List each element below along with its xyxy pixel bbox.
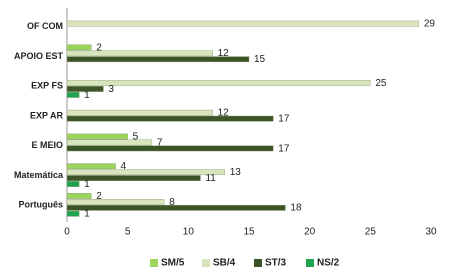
x-tick-label: 20 [304,227,316,238]
legend-swatch [150,259,158,267]
legend-label: NS/2 [317,258,340,269]
data-label: 17 [278,143,290,154]
bar [66,44,92,51]
legend-swatch [202,259,210,267]
data-label: 12 [218,108,230,119]
bar [66,175,201,181]
data-label: 5 [133,131,139,142]
bar [66,133,128,140]
data-label: 1 [84,179,90,190]
data-label: 4 [121,161,127,172]
bar [66,92,80,98]
bar [66,193,92,199]
legend-label: ST/3 [265,258,287,269]
y-tick-label: APOIO EST [14,51,64,61]
bar [66,115,274,122]
y-tick-label: E MEIO [31,140,63,150]
data-label: 29 [424,19,436,30]
legend-label: SB/4 [213,258,236,269]
data-label: 25 [375,78,387,89]
data-label: 17 [278,114,290,125]
x-tick-label: 15 [243,227,255,238]
x-tick-label: 5 [125,227,131,238]
x-tick-label: 25 [365,227,377,238]
bar [66,139,153,146]
bar [66,109,213,116]
bar [66,80,371,86]
bar [66,20,420,27]
bar [66,145,274,152]
bar [66,86,104,92]
data-label: 1 [84,90,90,101]
data-label: 18 [290,203,302,214]
y-tick-label: OF COM [27,21,63,31]
data-label: 12 [218,48,230,59]
y-tick-label: EXP FS [31,81,63,91]
bar [66,204,286,211]
x-tick-label: 10 [183,227,195,238]
data-label: 15 [254,54,266,65]
x-tick-label: 30 [425,227,437,238]
bar [66,163,116,170]
x-tick-label: 0 [64,227,70,238]
data-label: 1 [84,209,90,220]
bar [66,50,213,57]
data-label: 13 [230,167,242,178]
data-label: 7 [157,137,163,148]
legend-swatch [306,259,314,267]
bar [66,169,225,176]
bar [66,56,250,63]
data-label: 2 [96,191,102,202]
data-label: 2 [96,42,102,53]
data-label: 11 [205,173,216,184]
y-tick-label: Matemática [14,170,64,180]
data-label: 3 [108,84,114,95]
bar [66,181,80,187]
bar [66,199,165,205]
data-label: 8 [169,197,175,208]
y-tick-label: Português [18,200,63,210]
bar [66,210,80,217]
legend-swatch [254,259,262,267]
legend-label: SM/5 [161,258,185,269]
y-tick-label: EXP AR [30,110,64,120]
